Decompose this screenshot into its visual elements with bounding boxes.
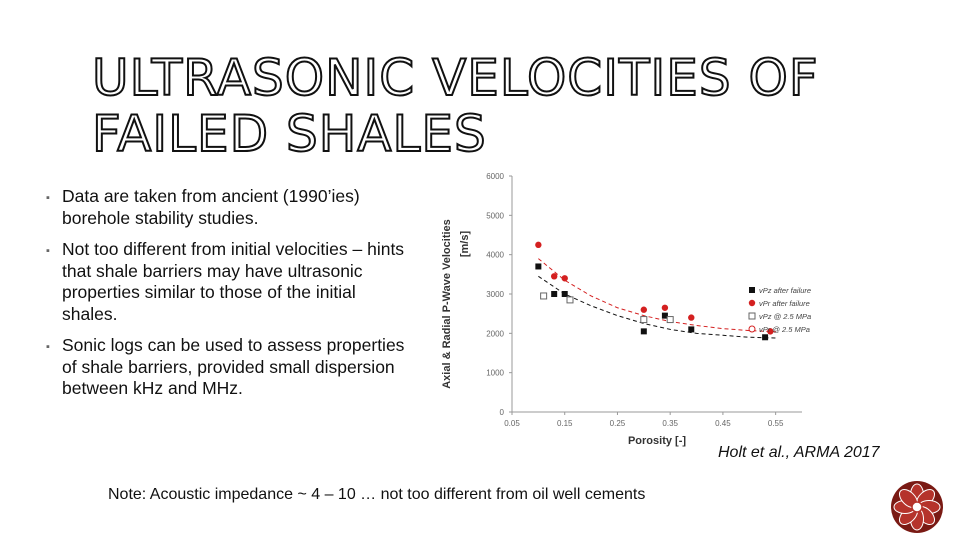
bullet-item: ▪ Sonic logs can be used to assess prope… xyxy=(46,335,406,400)
data-point-series-1 xyxy=(561,291,568,297)
x-tick-label: 0.15 xyxy=(557,419,573,428)
y-tick-label: 5000 xyxy=(486,211,504,220)
bullet-item: ▪ Not too different from initial velocit… xyxy=(46,239,406,325)
bullet-list: ▪ Data are taken from ancient (1990’ies)… xyxy=(46,186,406,410)
legend-label-series-4: vPr @ 2.5 MPa xyxy=(759,325,810,334)
y-tick-label: 4000 xyxy=(486,251,504,260)
data-point-series-3 xyxy=(666,316,674,324)
red-flower-logo-icon xyxy=(891,481,943,533)
x-axis-label: Porosity [-] xyxy=(628,435,686,447)
bullet-marker: ▪ xyxy=(46,192,50,204)
data-point-series-3 xyxy=(640,316,648,324)
data-point-series-1 xyxy=(762,334,769,341)
x-tick-label: 0.05 xyxy=(504,419,520,428)
velocity-porosity-chart: 0 1000 2000 3000 4000 5000 6000 0.05 0.15 0.25 0.3… xyxy=(441,172,811,447)
legend-marker-series-2 xyxy=(748,299,756,307)
legend-marker-series-4 xyxy=(748,325,756,333)
bullet-marker: ▪ xyxy=(46,245,50,257)
data-point-series-2 xyxy=(640,306,648,313)
data-point-series-2 xyxy=(661,304,669,311)
x-tick-label: 0.55 xyxy=(768,419,784,428)
bullet-marker: ▪ xyxy=(46,341,50,353)
bullet-text: Sonic logs can be used to assess propert… xyxy=(62,335,405,398)
title-line-2: FAILED SHALES xyxy=(91,105,487,163)
data-point-series-2 xyxy=(767,328,774,335)
slide-title: ULTRASONIC VELOCITIES OF FAILED SHALES xyxy=(91,49,912,163)
y-tick-label: 3000 xyxy=(486,290,504,299)
legend-label-series-1: vPz after failure xyxy=(759,286,811,295)
legend-marker-series-1 xyxy=(749,287,755,293)
y-axis-unit-label: [m/s] xyxy=(459,231,471,258)
legend-marker-series-3 xyxy=(748,312,756,320)
bullet-text: Not too different from initial velocitie… xyxy=(62,239,405,324)
data-point-series-2 xyxy=(535,241,542,249)
y-tick-label: 1000 xyxy=(486,369,504,378)
data-point-series-1 xyxy=(688,326,695,333)
legend-label-series-3: vPz @ 2.5 MPa xyxy=(759,312,811,321)
data-point-series-1 xyxy=(535,263,542,270)
trendline xyxy=(538,275,776,339)
data-point-series-2 xyxy=(688,314,695,321)
x-tick-label: 0.35 xyxy=(662,419,678,428)
title-line-1: ULTRASONIC VELOCITIES OF xyxy=(91,49,819,107)
data-point-series-1 xyxy=(661,312,668,319)
data-point-series-2 xyxy=(550,273,558,280)
y-tick-label: 6000 xyxy=(486,172,504,181)
bullet-item: ▪ Data are taken from ancient (1990’ies)… xyxy=(46,186,406,229)
y-axis-label: Axial & Radial P-Wave Velocities xyxy=(441,219,453,389)
legend-label-series-2: vPr after failure xyxy=(759,299,810,308)
x-tick-label: 0.25 xyxy=(610,419,626,428)
y-tick-label: 2000 xyxy=(486,329,504,338)
logo-center xyxy=(911,501,923,513)
data-point-series-1 xyxy=(640,328,647,335)
x-tick-label: 0.45 xyxy=(715,419,731,428)
trendline xyxy=(538,258,776,333)
data-point-series-3 xyxy=(540,292,548,300)
data-point-series-2 xyxy=(561,275,568,282)
footnote: Note: Acoustic impedance ~ 4 – 10 … not … xyxy=(108,486,646,503)
y-tick-label: 0 xyxy=(500,408,505,417)
citation: Holt et al., ARMA 2017 xyxy=(718,444,880,461)
bullet-text: Data are taken from ancient (1990’ies) b… xyxy=(62,186,360,228)
data-point-series-1 xyxy=(551,291,558,297)
data-point-series-3 xyxy=(566,296,574,304)
